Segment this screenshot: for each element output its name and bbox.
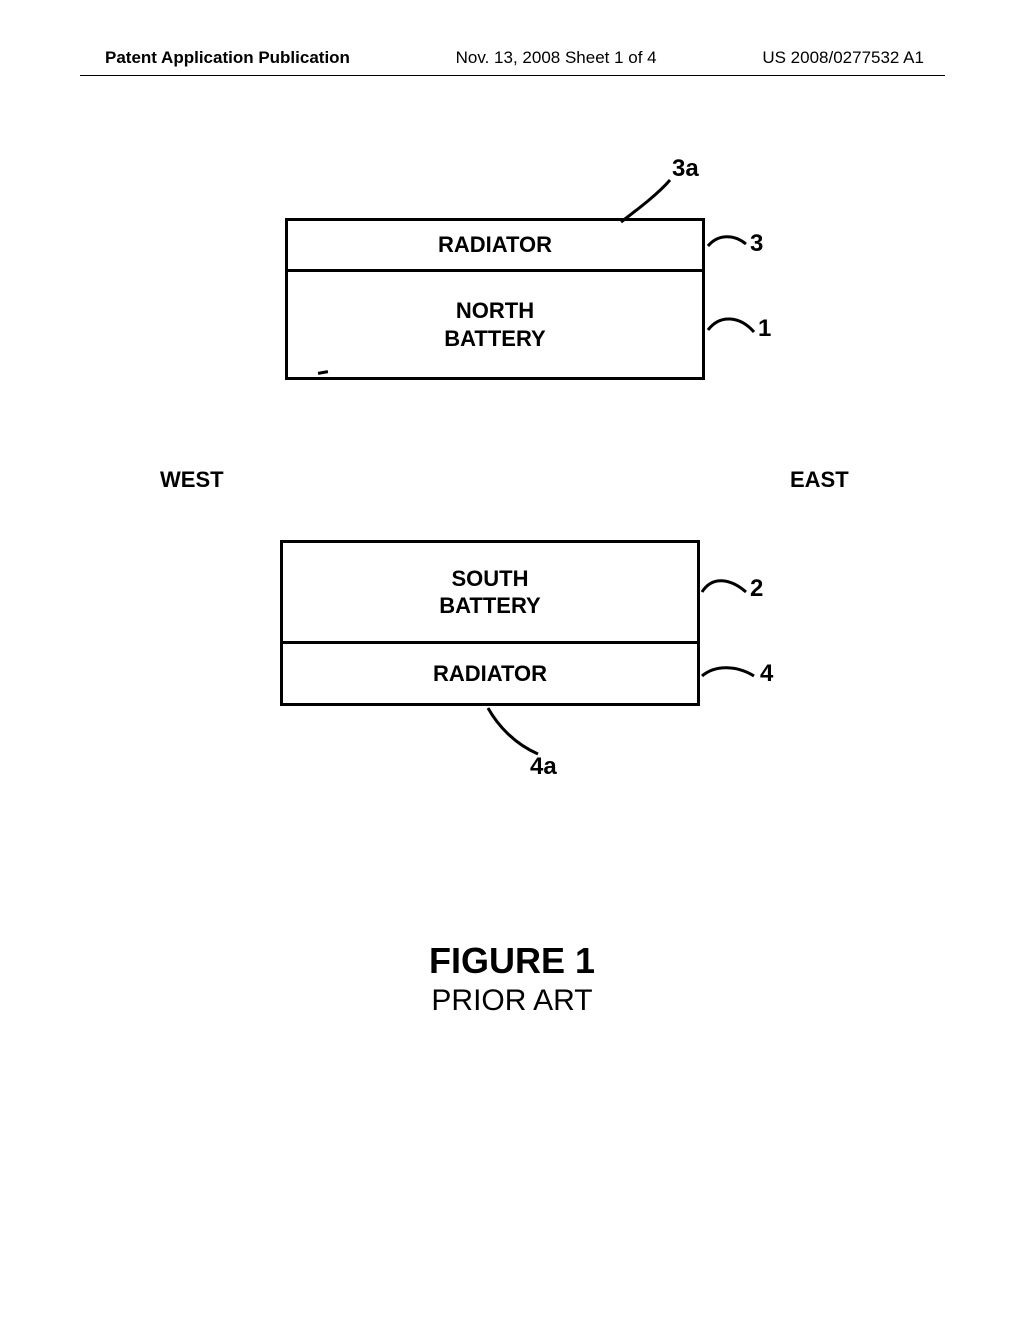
page-header: Patent Application Publication Nov. 13, … — [0, 48, 1024, 68]
ref-2: 2 — [750, 575, 763, 603]
north-battery-label: NORTH BATTERY — [444, 297, 545, 352]
header-pub-number: US 2008/0277532 A1 — [762, 48, 924, 68]
south-battery-label: SOUTH BATTERY — [439, 565, 540, 620]
south-battery-l1: SOUTH — [451, 566, 528, 591]
diagram: RADIATOR NORTH BATTERY SOUTH BATTERY RAD… — [0, 150, 1024, 1050]
south-battery-l2: BATTERY — [439, 593, 540, 618]
north-battery-l1: NORTH — [456, 298, 534, 323]
leader-4 — [700, 662, 758, 692]
ref-1: 1 — [758, 315, 771, 343]
ref-4: 4 — [760, 660, 773, 688]
leader-3 — [706, 232, 751, 262]
leader-3a — [618, 174, 688, 234]
figure-number: FIGURE 1 — [0, 940, 1024, 982]
south-radiator-label: RADIATOR — [433, 660, 547, 688]
header-date-sheet: Nov. 13, 2008 Sheet 1 of 4 — [456, 48, 657, 68]
leader-1 — [706, 310, 758, 344]
leader-2 — [700, 574, 750, 606]
compass-east: EAST — [790, 467, 849, 493]
figure-subtitle: PRIOR ART — [0, 984, 1024, 1018]
ref-3: 3 — [750, 230, 763, 258]
north-battery-l2: BATTERY — [444, 326, 545, 351]
south-assembly: SOUTH BATTERY RADIATOR — [280, 540, 700, 706]
header-rule — [80, 75, 945, 76]
north-radiator-label: RADIATOR — [438, 231, 552, 259]
header-publication: Patent Application Publication — [105, 48, 350, 68]
leader-4a — [480, 706, 550, 761]
south-radiator-box: RADIATOR — [280, 644, 700, 706]
compass-west: WEST — [160, 467, 224, 493]
north-battery-box: NORTH BATTERY — [285, 272, 705, 380]
figure-caption: FIGURE 1 PRIOR ART — [0, 940, 1024, 1018]
south-battery-box: SOUTH BATTERY — [280, 540, 700, 644]
north-assembly: RADIATOR NORTH BATTERY — [285, 218, 705, 380]
